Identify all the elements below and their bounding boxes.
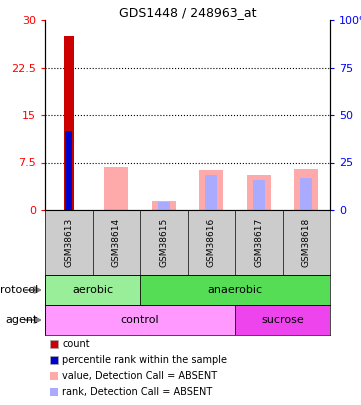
Bar xyxy=(294,169,318,210)
Bar xyxy=(104,167,128,210)
Text: GSM38615: GSM38615 xyxy=(159,218,168,267)
Bar xyxy=(253,179,265,210)
Text: control: control xyxy=(121,315,159,325)
Text: percentile rank within the sample: percentile rank within the sample xyxy=(62,355,227,365)
Text: count: count xyxy=(62,339,90,349)
Text: sucrose: sucrose xyxy=(261,315,304,325)
Text: aerobic: aerobic xyxy=(72,285,113,295)
Text: GSM38616: GSM38616 xyxy=(207,218,216,267)
Text: anaerobic: anaerobic xyxy=(208,285,262,295)
Text: rank, Detection Call = ABSENT: rank, Detection Call = ABSENT xyxy=(62,387,212,397)
Bar xyxy=(45,275,140,305)
Text: value, Detection Call = ABSENT: value, Detection Call = ABSENT xyxy=(62,371,217,381)
Text: GSM38617: GSM38617 xyxy=(254,218,263,267)
Text: agent: agent xyxy=(5,315,38,325)
Bar xyxy=(152,200,175,210)
Bar xyxy=(45,305,235,335)
Bar xyxy=(247,175,271,210)
Text: GSM38613: GSM38613 xyxy=(64,218,73,267)
Text: protocol: protocol xyxy=(0,285,38,295)
Text: GSM38618: GSM38618 xyxy=(302,218,311,267)
Bar xyxy=(65,131,72,210)
Title: GDS1448 / 248963_at: GDS1448 / 248963_at xyxy=(119,6,256,19)
Bar xyxy=(235,305,330,335)
Text: GSM38614: GSM38614 xyxy=(112,218,121,267)
Bar xyxy=(300,178,312,210)
Bar xyxy=(140,275,330,305)
Bar xyxy=(205,175,217,210)
Bar xyxy=(199,170,223,210)
Bar xyxy=(158,202,170,210)
Bar xyxy=(64,36,74,210)
